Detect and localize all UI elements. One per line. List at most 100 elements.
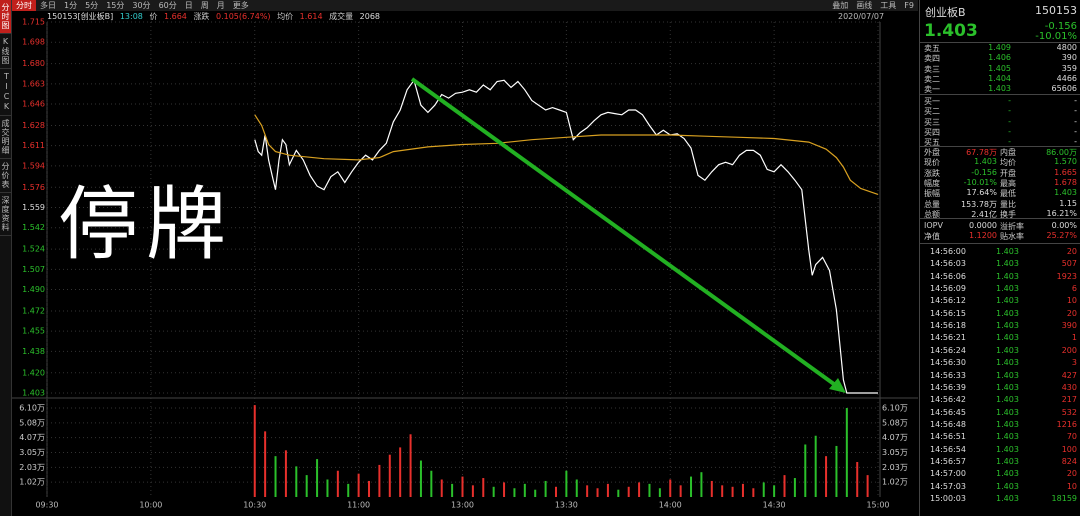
stock-name: 创业板B [925, 6, 966, 19]
x-tick-label: 15:00 [866, 501, 889, 510]
volume-bar [773, 485, 776, 497]
stat-value: 1.1200 [969, 230, 997, 240]
tick-time: 14:56:33 [930, 370, 966, 380]
volume-tick-label: 2.03万 [19, 463, 45, 472]
toolbar-tool[interactable]: F9 [904, 1, 914, 10]
volume-tick-label: 6.10万 [19, 404, 45, 413]
stat-label: 贴水率 [1000, 231, 1024, 241]
tick-price: 1.403 [996, 432, 1019, 442]
x-tick-label: 11:00 [347, 501, 370, 510]
volume-bar [804, 444, 807, 497]
volume-bar [700, 472, 703, 497]
tick-volume: 200 [1061, 345, 1077, 355]
code: 150153[创业板B] [47, 12, 114, 21]
side-tab[interactable]: TICK [0, 69, 11, 116]
toolbar-tab[interactable]: 月 [216, 1, 225, 10]
tick-price: 1.403 [996, 469, 1019, 479]
book-price: 1.403 [988, 84, 1011, 94]
volume-bar [638, 482, 641, 497]
tick-price: 1.403 [996, 284, 1019, 294]
tick-price: 1.403 [996, 321, 1019, 331]
y-tick-label: 1.438 [22, 347, 45, 356]
toolbar-tab[interactable]: 更多 [232, 1, 249, 10]
toolbar-tool[interactable]: 叠加 [832, 1, 849, 10]
value: 1.614 [299, 12, 323, 21]
toolbar-tab[interactable]: 30分 [132, 1, 151, 10]
stat-label: 换手 [1000, 209, 1016, 219]
volume-bar [326, 479, 329, 497]
volume-bar [523, 483, 526, 497]
toolbar-tool[interactable]: 工具 [880, 1, 897, 10]
y-tick-label: 1.715 [22, 18, 45, 27]
volume-bar [534, 489, 537, 497]
separator [920, 243, 1080, 244]
arrow-head [829, 378, 846, 393]
volume-tick-label: 4.07万 [19, 433, 45, 442]
separator [920, 218, 1080, 219]
label: 价 [149, 12, 158, 21]
y-tick-label: 1.524 [22, 245, 45, 254]
toolbar-tab[interactable]: 日 [184, 1, 193, 10]
volume-bar [741, 483, 744, 497]
average-line [254, 114, 879, 195]
tick-price: 1.403 [996, 382, 1019, 392]
tick-volume: 824 [1061, 456, 1077, 466]
trend-arrow [410, 77, 840, 389]
volume-bar [710, 480, 713, 497]
tick-price: 1.403 [996, 419, 1019, 429]
side-tab[interactable]: 成交明细 [0, 116, 11, 159]
volume-bar [482, 478, 485, 497]
toolbar-tab[interactable]: 周 [200, 1, 209, 10]
side-tab[interactable]: 分时图 [0, 0, 11, 34]
tick-time: 14:56:48 [930, 419, 966, 429]
price-line [254, 78, 878, 394]
toolbar-tab[interactable]: 15分 [106, 1, 125, 10]
stat-label: 涨跌 [924, 168, 940, 178]
y-tick-label: 1.507 [22, 265, 45, 274]
stat-label: 现价 [924, 158, 940, 168]
volume-bar [253, 405, 256, 497]
tick-volume: 6 [1071, 284, 1077, 294]
stat-value: 1.15 [1059, 198, 1077, 208]
stat-label: 外盘 [924, 148, 940, 157]
tick-volume: 1 [1071, 333, 1077, 343]
stat-value: -0.156 [971, 167, 997, 177]
tick-time: 14:56:18 [930, 321, 966, 331]
stat-value: 1.403 [974, 157, 997, 167]
stat-label: 内盘 [1000, 148, 1016, 157]
label: 涨跌 [193, 12, 210, 21]
volume-bar [388, 454, 391, 497]
toolbar-tab[interactable]: 分时 [12, 0, 36, 11]
volume-bar [513, 488, 516, 497]
book-price: - [1008, 96, 1011, 105]
toolbar-tab[interactable]: 5分 [85, 1, 99, 10]
side-tab[interactable]: 分价表 [0, 159, 11, 193]
toolbar-tab[interactable]: 1分 [64, 1, 78, 10]
toolbar-tab[interactable]: 60分 [158, 1, 177, 10]
volume-tick-label: 4.07万 [882, 433, 908, 442]
y-tick-label: 1.663 [22, 79, 45, 88]
y-tick-label: 1.698 [22, 38, 45, 47]
side-tab[interactable]: K线图 [0, 34, 11, 69]
volume-tick-label: 5.08万 [882, 418, 908, 427]
stock-code: 150153 [1035, 4, 1077, 17]
tick-volume: 20 [1066, 308, 1077, 318]
stat-label: IOPV [924, 220, 943, 230]
tick-volume: 3 [1071, 358, 1077, 368]
stat-value: 16.21% [1046, 208, 1077, 218]
side-tab[interactable]: 深度资料 [0, 193, 11, 236]
x-tick-label: 10:00 [139, 501, 162, 510]
tick-time: 14:56:15 [930, 308, 966, 318]
book-volume: 390 [1061, 53, 1077, 63]
tick-time: 15:00:03 [930, 494, 966, 503]
stat-value: 1.678 [1054, 177, 1077, 187]
toolbar-tool[interactable]: 画线 [856, 1, 873, 10]
volume-bar [378, 464, 381, 497]
book-volume: 65606 [1051, 84, 1077, 94]
stat-label: 溢折率 [1000, 221, 1024, 231]
volume-bar [856, 461, 859, 497]
toolbar-tab[interactable]: 多日 [40, 1, 56, 10]
volume-bar [617, 489, 620, 497]
tick-price: 1.403 [996, 370, 1019, 380]
